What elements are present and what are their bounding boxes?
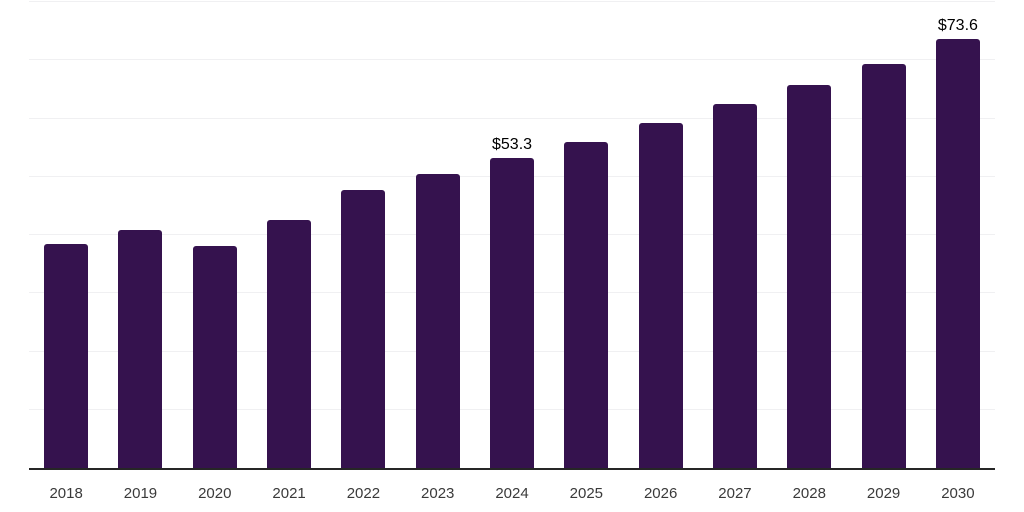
x-tick-2024: 2024 [495, 485, 529, 502]
bar-band [252, 2, 326, 468]
x-tick-2018: 2018 [49, 485, 83, 502]
bar-band [326, 2, 400, 468]
bar-band [772, 2, 846, 468]
bar-2021 [267, 220, 312, 468]
bar-2027 [712, 103, 757, 468]
x-axis-labels: 2018 2019 2020 2021 2022 2023 2024 2025 2026 2027… [29, 472, 995, 502]
x-tick-2022: 2022 [346, 485, 381, 502]
x-tick-2030: 2030 [941, 485, 975, 502]
bar-band [103, 2, 177, 468]
gridline [29, 117, 995, 119]
bar-band [178, 2, 252, 468]
bar-2020 [192, 246, 237, 468]
bar-band: $73.6 [921, 2, 995, 468]
bar-2018 [44, 244, 89, 468]
bar-2019 [118, 230, 163, 468]
x-tick-2025: 2025 [569, 485, 604, 502]
x-tick-2020: 2020 [198, 485, 232, 502]
x-tick-2026: 2026 [643, 485, 678, 502]
bar-2030 [935, 39, 980, 468]
gridline [29, 1, 995, 2]
bar-2028 [787, 84, 832, 468]
bar-2029 [861, 63, 906, 468]
bar-band [624, 2, 698, 468]
bar-2024 [490, 157, 535, 468]
bar-band [401, 2, 475, 468]
bar-value-label: $73.6 [937, 17, 978, 35]
bar-2025 [564, 141, 609, 468]
bar-2023 [415, 174, 460, 468]
x-tick-2028: 2028 [792, 485, 826, 502]
x-tick-2023: 2023 [421, 485, 455, 502]
bar-band [549, 2, 623, 468]
bar-band [29, 2, 103, 468]
gridline [29, 59, 995, 61]
x-tick-2019: 2019 [123, 485, 158, 502]
x-tick-2021: 2021 [272, 485, 306, 502]
bar-band [698, 2, 772, 468]
bar-band [846, 2, 920, 468]
x-tick-2029: 2029 [866, 485, 901, 502]
bar-2022 [341, 189, 386, 468]
plot-area: $53.3 $73.6 [29, 1, 995, 470]
bar-band: $53.3 [475, 2, 549, 468]
bars-container: $53.3 $73.6 [29, 2, 995, 468]
bar-2026 [638, 123, 683, 468]
x-tick-2027: 2027 [718, 485, 752, 502]
bar-value-label: $53.3 [492, 135, 533, 153]
